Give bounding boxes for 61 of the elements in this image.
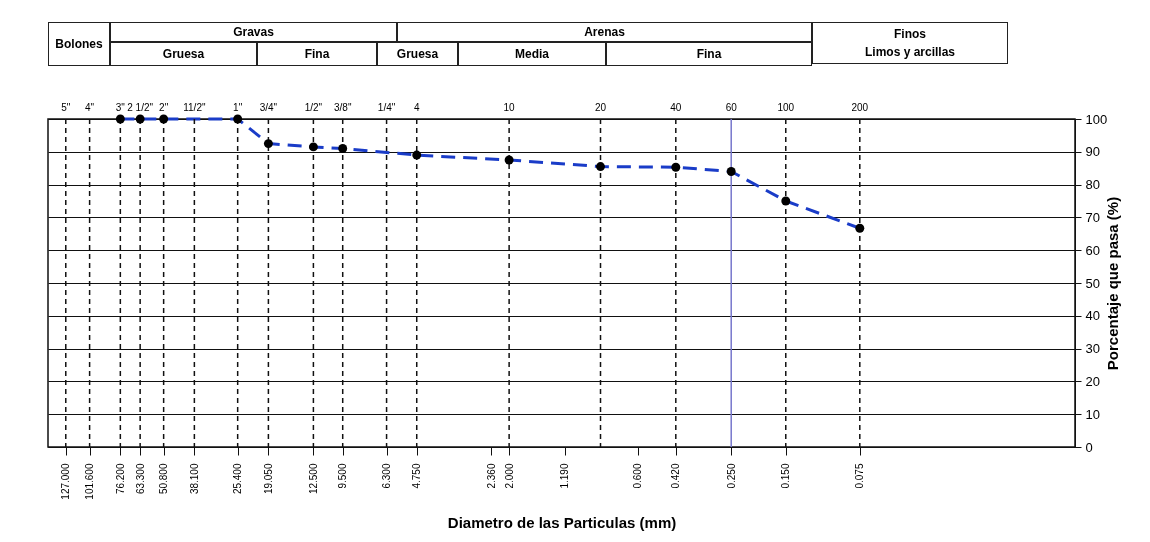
text: Gravas [110, 22, 397, 42]
y-tick-label: 50 [1085, 275, 1100, 291]
x-tick-label: 63.300 [134, 463, 146, 495]
y-tick-label: 70 [1085, 209, 1100, 225]
x-tick-label: 127.000 [60, 463, 72, 500]
text: Media [458, 42, 606, 66]
x-tick-label: 0.075 [854, 463, 866, 489]
text: Gruesa [377, 42, 458, 66]
y-tick-label: 10 [1085, 406, 1100, 422]
text: 3" [115, 102, 126, 113]
x-tick-label: 0.150 [780, 463, 792, 489]
x-tick-label: 2.000 [503, 463, 515, 489]
y-tick-label: 60 [1085, 242, 1100, 258]
y-tick-label: 30 [1085, 341, 1100, 357]
text: 60 [725, 102, 738, 113]
text: 3/4" [259, 102, 278, 113]
text: 1/4" [377, 102, 396, 113]
x-axis-title: Diametro de las Particulas (mm) [447, 513, 677, 531]
x-tick-label: 6.300 [381, 463, 393, 489]
y-tick-label: 90 [1085, 144, 1100, 160]
x-tick-label: 1.190 [559, 463, 571, 489]
text: Limos y arcillas [812, 40, 1008, 64]
x-tick-label: 0.420 [670, 463, 682, 489]
text: 20 [594, 102, 607, 113]
x-tick-label: 0.250 [725, 463, 737, 489]
y-axis-title: Porcentaje que pasa (%) [1104, 196, 1122, 371]
y-tick-label: 80 [1085, 177, 1100, 193]
text: Fina [606, 42, 812, 66]
x-tick-label: 38.100 [188, 463, 200, 495]
text: Gruesa [110, 42, 257, 66]
text: Bolones [48, 22, 110, 66]
text: 2" [159, 102, 169, 113]
x-tick-label: 19.050 [262, 463, 274, 495]
x-tick-label: 9.500 [337, 463, 349, 489]
y-tick-label: 20 [1085, 373, 1100, 389]
text: 5" [61, 102, 71, 113]
x-tick-label: 4.750 [411, 463, 423, 489]
text: 4 [413, 102, 420, 113]
y-tick-label: 100 [1085, 111, 1108, 127]
text: 3/8" [333, 102, 352, 113]
x-tick-label: 101.600 [84, 463, 96, 500]
text: Fina [257, 42, 377, 66]
x-tick-label: 50.800 [158, 463, 170, 495]
text: Finos [812, 22, 1008, 44]
x-tick-label: 76.200 [114, 463, 126, 495]
text: 200 [851, 102, 869, 113]
x-tick-label: 0.600 [632, 463, 644, 489]
x-tick-label: 2.360 [485, 463, 497, 489]
text: 1/2" [304, 102, 323, 113]
text: 2 1/2" [127, 102, 154, 113]
text: Arenas [397, 22, 812, 42]
text: 11/2" [183, 102, 206, 113]
text: 1" [233, 102, 243, 113]
x-tick-label: 25.400 [232, 463, 244, 495]
x-tick-label: 12.500 [307, 463, 319, 495]
text: 40 [670, 102, 682, 113]
text: 10 [503, 102, 516, 113]
text: 100 [777, 102, 795, 113]
y-tick-label: 40 [1085, 308, 1100, 324]
text: 4" [85, 102, 95, 113]
y-tick-label: 0 [1085, 439, 1093, 455]
